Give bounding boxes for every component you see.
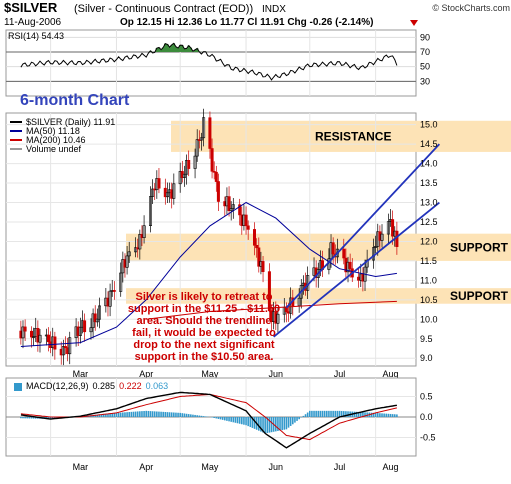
copyright-text: © StockCharts.com [432, 3, 510, 13]
chart-title: 6-month Chart [20, 92, 130, 109]
price-month-label: Apr [139, 369, 153, 379]
price-month-label: Mar [73, 369, 89, 379]
band-label: SUPPORT [450, 289, 509, 303]
rsi-line [20, 42, 398, 81]
price-month-label: Jun [269, 369, 284, 379]
chart-name: (Silver - Continuous Contract (EOD)) [74, 3, 253, 15]
chart-date: 11-Aug-2006 [4, 17, 62, 28]
price-month-label: May [201, 369, 219, 379]
macd-month-label: Jun [269, 462, 284, 472]
ma200-line [146, 300, 397, 320]
ma50-line [20, 201, 397, 347]
price-tick-label: 13.0 [420, 198, 438, 208]
macd-line [20, 391, 397, 449]
price-band [171, 120, 511, 152]
price-tick-label: 15.0 [420, 120, 438, 130]
macd-month-label: Jul [334, 462, 346, 472]
macd-tick-label: 0.0 [420, 412, 433, 422]
price-tick-label: 9.5 [420, 334, 433, 344]
price-tick-label: 10.5 [420, 295, 438, 305]
rsi-tick-label: 90 [420, 32, 430, 42]
price-panel: RESISTANCE SUPPORT SUPPORT 6-month Chart $… [5, 92, 511, 379]
macd-month-label: Mar [73, 462, 89, 472]
macd-month-label: Apr [139, 462, 153, 472]
quote-line: Op 12.15 Hi 12.36 Lo 11.77 Cl 11.91 Chg … [120, 17, 373, 28]
price-month-label: Jul [334, 369, 346, 379]
price-tick-label: 9.0 [420, 353, 433, 363]
macd-tick-label: 0.5 [420, 391, 433, 401]
price-tick-label: 12.5 [420, 217, 438, 227]
price-tick-label: 11.5 [420, 256, 437, 266]
down-arrow-icon [410, 20, 418, 26]
price-month-label: Aug [382, 369, 398, 379]
macd-label: MACD(12,26,9) 0.285 0.222 0.063 [26, 381, 168, 391]
legend-entry: MA(200) 10.46 [26, 135, 86, 145]
macd-month-label: May [201, 462, 219, 472]
macd-month-label: Aug [382, 462, 398, 472]
rsi-tick-label: 70 [420, 47, 430, 57]
rsi-label: RSI(14) 54.43 [8, 31, 64, 41]
legend-entry: Volume undef [26, 144, 82, 154]
macd-panel: MACD(12,26,9) 0.285 0.222 0.063 0.50.0-0.5 … [5, 377, 436, 472]
legend-entry: $SILVER (Daily) 11.91 [26, 117, 115, 127]
price-tick-label: 12.0 [420, 236, 438, 246]
price-tick-label: 10.0 [420, 314, 438, 324]
rsi-tick-label: 50 [420, 62, 430, 72]
legend-entry: MA(50) 11.18 [26, 126, 80, 136]
price-tick-label: 11.0 [420, 275, 437, 285]
rsi-frame [5, 29, 417, 97]
trendline-upper [285, 143, 441, 309]
band-label: SUPPORT [450, 240, 509, 254]
band-label: RESISTANCE [315, 129, 391, 143]
macd-legend-swatch [14, 383, 22, 391]
macd-tick-label: -0.5 [420, 433, 436, 443]
rsi-tick-label: 30 [420, 76, 430, 86]
chart-symbol: $SILVER [4, 0, 58, 15]
price-tick-label: 14.5 [420, 139, 438, 149]
rsi-panel: RSI(14) 54.43 90 70 50 30 [5, 29, 430, 97]
price-tick-label: 14.0 [420, 159, 438, 169]
annotation-note: Silver is likely to retreat to support in… [128, 291, 280, 363]
price-tick-label: 13.5 [420, 178, 438, 188]
chart-exchange: INDX [262, 4, 286, 15]
trendline-lower [273, 201, 440, 338]
